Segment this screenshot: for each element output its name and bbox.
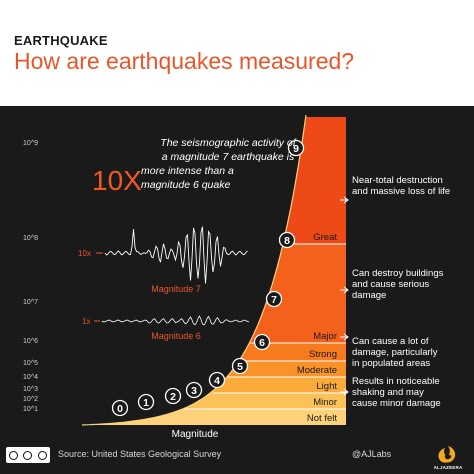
- marker-label: 9: [293, 143, 299, 155]
- marker-magnitude-2: 2: [164, 387, 182, 405]
- effect-line: Can destroy buildings: [352, 268, 444, 279]
- effect-line: Near-total destruction: [352, 175, 443, 186]
- marker-magnitude-9: 9: [287, 139, 305, 157]
- marker-label: 2: [170, 391, 176, 403]
- marker-label: 0: [117, 403, 123, 415]
- marker-label: 8: [284, 235, 290, 247]
- band-label: Moderate: [297, 365, 337, 376]
- m7-label: Magnitude 7: [151, 284, 201, 294]
- annotation-line-3: more intense than a: [141, 165, 234, 177]
- annotation-line-4: magnitude 6 quake: [141, 179, 230, 191]
- y-tick-label: 10^7: [23, 299, 38, 306]
- band-not-felt: [82, 409, 346, 425]
- aljazeera-logo-icon: [438, 446, 456, 463]
- y-tick-label: 10^4: [23, 374, 38, 381]
- band-major: [82, 244, 346, 343]
- band-label: Major: [313, 331, 337, 342]
- m7-waveform: [104, 226, 248, 284]
- y-tick-label: 10^2: [23, 396, 38, 403]
- marker-label: 6: [259, 337, 265, 349]
- annotation: The seismographic activity of a magnitud…: [92, 137, 297, 196]
- magnitude-markers: 0 1 2 3 4 5 6 7 8 9: [111, 139, 305, 417]
- effect-line: Results in noticeable: [352, 376, 440, 387]
- y-tick-label: 10^8: [23, 235, 38, 242]
- ajlabs-handle: @AJLabs: [352, 449, 392, 459]
- marker-label: 4: [214, 375, 220, 387]
- marker-magnitude-0: 0: [111, 399, 129, 417]
- aljazeera-logo: ALJAZEERA: [428, 444, 468, 472]
- m6-scale-label: 1x: [82, 317, 90, 326]
- marker-label: 3: [191, 385, 197, 397]
- band-label: Great: [313, 232, 337, 243]
- creative-commons-icon: [6, 447, 50, 463]
- y-tick-label: 10^3: [23, 386, 38, 393]
- band-label: Minor: [313, 397, 337, 408]
- marker-magnitude-8: 8: [278, 231, 296, 249]
- y-tick-label: 10^6: [23, 338, 38, 345]
- y-tick-label: 10^5: [23, 360, 38, 367]
- source-note: Source: United States Geological Survey: [58, 449, 222, 459]
- headline: How are earthquakes measured?: [14, 48, 355, 74]
- band-label: Light: [316, 381, 337, 392]
- band-minor: [82, 393, 346, 409]
- marker-magnitude-5: 5: [231, 357, 249, 375]
- m7-scale-label: 10x: [78, 249, 91, 258]
- effect-line: damage, particularly: [352, 347, 438, 358]
- effect-line: Can cause a lot of: [352, 336, 429, 347]
- annotation-line-1: The seismographic activity of: [160, 137, 296, 149]
- y-tick-label: 10^9: [23, 140, 38, 147]
- seismogram: 10x Magnitude 7 1x Magnitude 6: [78, 226, 250, 341]
- y-axis-ticks: 10^1 10^2 10^3 10^4 10^5 10^6 10^7 10^8 10^9: [23, 140, 38, 413]
- effect-line: and cause serious: [352, 279, 429, 290]
- band-strong: [82, 343, 346, 361]
- m6-waveform: [101, 315, 250, 326]
- m6-label: Magnitude 6: [151, 331, 201, 341]
- kicker: EARTHQUAKE: [14, 33, 108, 48]
- header: EARTHQUAKE How are earthquakes measured?: [0, 0, 474, 106]
- footer: Source: United States Geological Survey …: [0, 444, 474, 474]
- x-axis-label: Magnitude: [172, 429, 219, 440]
- band-label: Strong: [309, 349, 337, 360]
- marker-label: 1: [143, 397, 149, 409]
- y-tick-label: 10^1: [23, 406, 38, 413]
- marker-magnitude-4: 4: [208, 371, 226, 389]
- marker-magnitude-1: 1: [137, 393, 155, 411]
- intensity-bands: [82, 117, 346, 425]
- annotation-big-10x: 10X: [92, 165, 142, 196]
- effect-line: cause minor damage: [352, 398, 441, 409]
- marker-magnitude-3: 3: [185, 381, 203, 399]
- band-light: [82, 377, 346, 393]
- effect-line: damage: [352, 290, 386, 301]
- band-label: Not felt: [307, 413, 337, 424]
- effect-line: in populated areas: [352, 358, 430, 369]
- marker-label: 7: [271, 294, 277, 306]
- marker-magnitude-7: 7: [265, 290, 283, 308]
- logo-wordmark: ALJAZEERA: [433, 465, 463, 470]
- marker-label: 5: [237, 361, 243, 373]
- annotation-line-2: a magnitude 7 earthquake is: [162, 151, 295, 163]
- marker-magnitude-6: 6: [253, 333, 271, 351]
- effect-line: and massive loss of life: [352, 186, 450, 197]
- effect-line: shaking and may: [352, 387, 424, 398]
